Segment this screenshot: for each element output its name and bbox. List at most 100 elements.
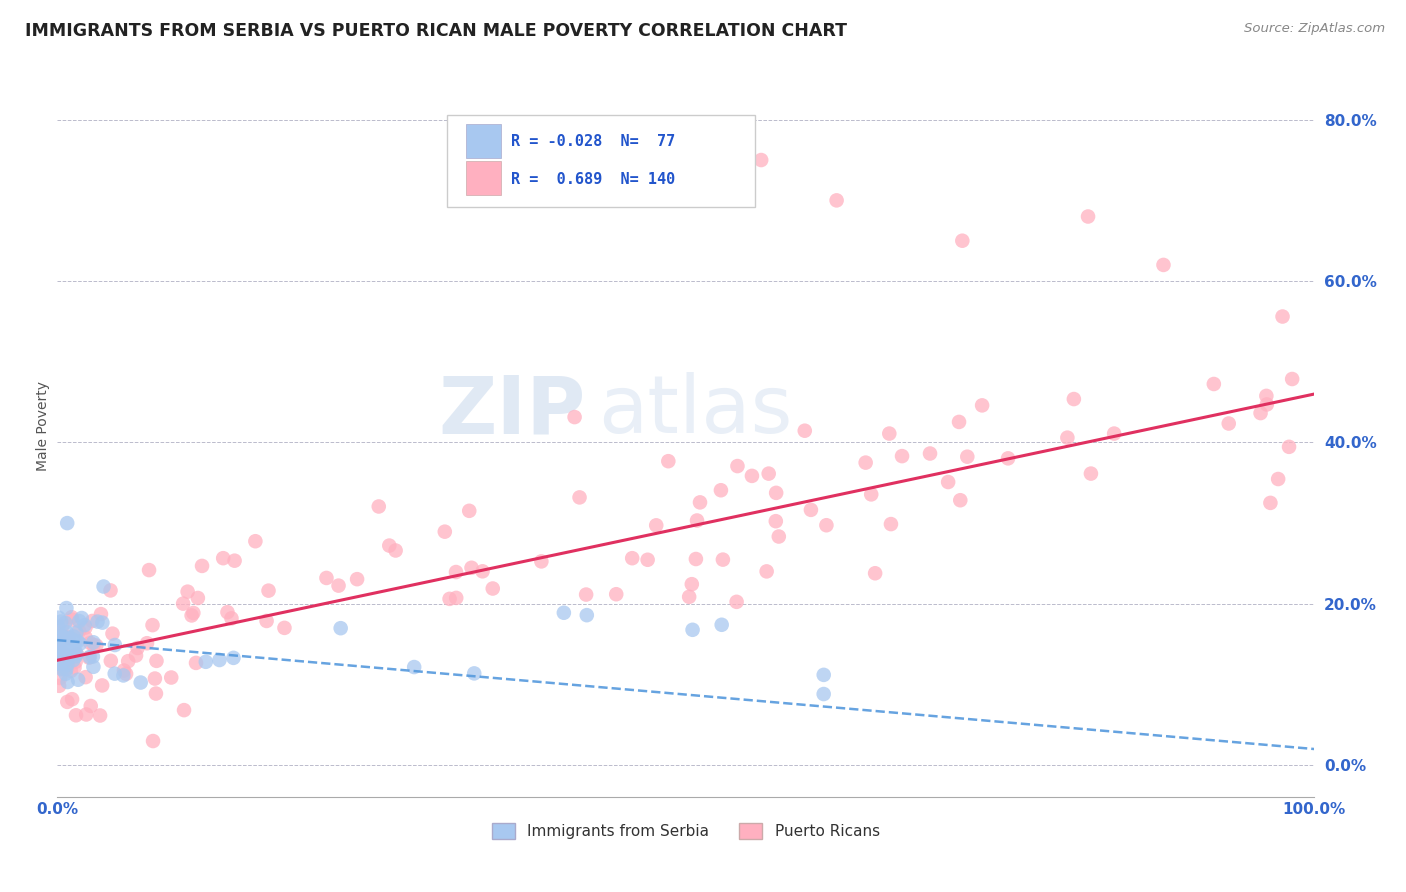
Point <box>67 673 90 687</box>
Point <box>860 487 883 501</box>
Point <box>93 580 115 594</box>
Point <box>127 640 149 655</box>
Point <box>55 625 77 640</box>
Point <box>273 621 295 635</box>
Text: IMMIGRANTS FROM SERBIA VS PUERTO RICAN MALE POVERTY CORRELATION CHART: IMMIGRANTS FROM SERBIA VS PUERTO RICAN M… <box>25 22 848 40</box>
Point <box>55 648 77 662</box>
Point <box>145 654 167 668</box>
Point <box>1256 389 1278 403</box>
Point <box>91 678 114 692</box>
Point <box>741 469 763 483</box>
Point <box>142 734 165 748</box>
Point <box>212 551 235 566</box>
Point <box>56 657 79 672</box>
Point <box>575 588 598 602</box>
Point <box>191 558 214 573</box>
Point <box>141 618 163 632</box>
Point <box>685 552 707 566</box>
Point <box>112 664 135 678</box>
Point <box>53 630 76 644</box>
Point <box>75 670 97 684</box>
Point <box>575 608 598 623</box>
Point <box>52 662 75 676</box>
Point <box>79 636 101 650</box>
Point <box>879 426 901 441</box>
Point <box>460 561 482 575</box>
Point <box>48 640 70 654</box>
Point <box>75 631 97 645</box>
Point <box>678 590 700 604</box>
Point <box>55 662 77 676</box>
Point <box>101 626 124 640</box>
Point <box>55 661 77 675</box>
Point <box>1153 258 1175 272</box>
Point <box>59 639 82 653</box>
Text: R = -0.028  N=  77: R = -0.028 N= 77 <box>510 135 675 150</box>
Point <box>49 615 72 629</box>
Point <box>681 577 703 591</box>
Point <box>1250 406 1272 420</box>
Point <box>328 579 350 593</box>
Point <box>56 516 79 530</box>
Point <box>637 553 659 567</box>
Point <box>66 634 89 648</box>
Point <box>58 651 80 665</box>
Point <box>689 495 711 509</box>
Point <box>82 635 104 649</box>
Point <box>53 647 76 661</box>
Point <box>84 639 107 653</box>
Point <box>949 493 972 508</box>
Y-axis label: Male Poverty: Male Poverty <box>37 381 51 471</box>
Point <box>855 456 877 470</box>
Text: ZIP: ZIP <box>437 373 585 450</box>
Point <box>58 645 80 659</box>
Point <box>815 518 838 533</box>
Point <box>104 666 127 681</box>
Point <box>1202 376 1225 391</box>
Point <box>115 666 138 681</box>
Point <box>1278 440 1301 454</box>
FancyBboxPatch shape <box>447 114 755 207</box>
Point <box>378 539 401 553</box>
Point <box>49 642 72 657</box>
Point <box>60 632 83 647</box>
Point <box>458 504 481 518</box>
Point <box>1218 417 1240 431</box>
Point <box>69 637 91 651</box>
Point <box>564 410 586 425</box>
Point <box>1056 431 1078 445</box>
Point <box>48 628 70 642</box>
Text: R =  0.689  N= 140: R = 0.689 N= 140 <box>510 171 675 186</box>
Point <box>765 486 787 500</box>
Point <box>711 552 734 566</box>
Point <box>176 584 198 599</box>
Point <box>89 708 111 723</box>
Point <box>997 451 1019 466</box>
Point <box>183 606 205 620</box>
Point <box>62 653 84 667</box>
Point <box>221 611 243 625</box>
Point <box>367 500 389 514</box>
Point <box>56 651 79 665</box>
Text: atlas: atlas <box>598 373 792 450</box>
Point <box>46 657 69 671</box>
Point <box>58 646 80 660</box>
Point <box>91 615 114 630</box>
Point <box>82 638 104 652</box>
Point <box>63 636 86 650</box>
Point <box>67 624 90 638</box>
Point <box>184 656 207 670</box>
Point <box>53 615 76 630</box>
Point <box>758 467 780 481</box>
Point <box>58 631 80 645</box>
Point <box>52 642 75 657</box>
Point <box>194 655 217 669</box>
Point <box>90 607 112 621</box>
Legend: Immigrants from Serbia, Puerto Ricans: Immigrants from Serbia, Puerto Ricans <box>485 817 886 846</box>
Point <box>710 483 733 498</box>
Point <box>346 572 368 586</box>
Point <box>1281 372 1303 386</box>
Point <box>813 668 835 682</box>
Point <box>256 614 278 628</box>
Point <box>46 646 69 660</box>
